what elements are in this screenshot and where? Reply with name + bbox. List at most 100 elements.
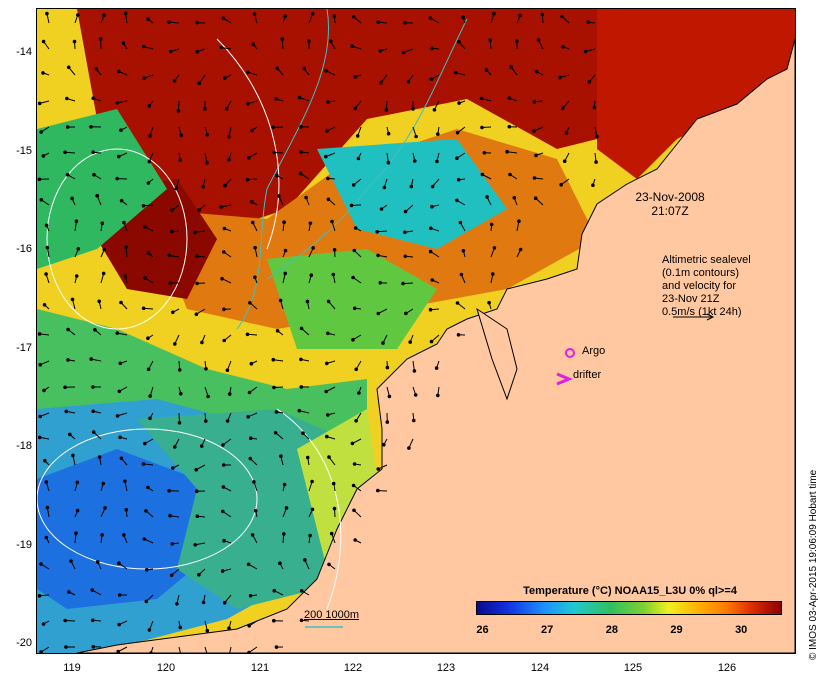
velocity-arrowhead (94, 67, 99, 71)
velocity-arrowhead (326, 176, 330, 181)
y-tick-label: -15 (16, 145, 32, 157)
velocity-arrowhead (179, 391, 183, 396)
velocity-arrowhead (199, 444, 204, 448)
velocity-arrowhead (378, 281, 383, 285)
velocity-arrowhead (272, 588, 277, 593)
velocity-arrowhead (356, 156, 361, 161)
velocity-arrowhead (436, 132, 440, 136)
velocity-arrowhead (195, 514, 200, 519)
velocity-arrowhead (376, 253, 380, 258)
velocity-arrowhead (65, 125, 70, 129)
velocity-arrowhead (280, 37, 284, 41)
velocity-arrowhead (227, 626, 231, 631)
x-tick-label: 124 (530, 662, 550, 674)
velocity-arrowhead (381, 341, 385, 345)
velocity-arrowhead (326, 197, 331, 202)
velocity-arrowhead (70, 196, 74, 201)
velocity-arrowhead (143, 276, 147, 280)
y-tick-label: -18 (16, 440, 32, 452)
velocity-arrowhead (168, 49, 173, 54)
sst-green-center (267, 249, 437, 349)
velocity-arrowhead (177, 421, 182, 425)
velocity-arrowhead (485, 195, 489, 199)
velocity-arrowhead (74, 531, 78, 536)
velocity-arrowhead (201, 184, 205, 189)
x-tick-label: 123 (436, 662, 456, 674)
velocity-arrowhead (271, 357, 276, 362)
velocity-arrowhead (225, 419, 230, 423)
velocity-arrowhead (455, 198, 459, 203)
velocity-arrowhead (457, 40, 461, 44)
velocity-arrowhead (456, 333, 461, 337)
velocity-arrowhead (432, 108, 437, 112)
velocity-arrowhead (325, 129, 329, 133)
velocity-arrowhead (352, 306, 357, 311)
velocity-arrowhead (412, 369, 417, 373)
bathymetry-line (236, 9, 329, 330)
velocity-arrowhead (171, 310, 175, 315)
velocity-arrowhead (97, 455, 102, 459)
velocity-arrowhead (219, 205, 224, 209)
velocity-arrow (204, 646, 208, 653)
velocity-arrowhead (403, 209, 408, 214)
velocity-arrowhead (90, 588, 95, 592)
velocity-arrowhead (98, 37, 103, 41)
velocity-arrowhead (332, 248, 337, 252)
velocity-arrowhead (413, 393, 418, 397)
velocity-arrowhead (93, 328, 97, 332)
velocity-arrowhead (64, 409, 69, 414)
x-tick-label: 125 (623, 662, 643, 674)
velocity-arrowhead (117, 389, 122, 394)
velocity-arrowhead (482, 151, 487, 155)
velocity-arrowhead (488, 38, 492, 42)
velocity-arrowhead (142, 224, 147, 229)
velocity-arrowhead (401, 50, 406, 55)
velocity-arrowhead (147, 159, 152, 164)
sst-green-band (37, 109, 167, 269)
velocity-arrowhead (247, 156, 251, 160)
velocity-arrowhead (68, 432, 72, 437)
velocity-arrowhead (272, 618, 276, 623)
velocity-arrowhead (122, 533, 126, 537)
velocity-arrowhead (246, 102, 250, 106)
velocity-arrowhead (219, 45, 224, 50)
velocity-arrowhead (357, 391, 361, 395)
velocity-arrowhead (115, 331, 120, 335)
velocity-arrowhead (453, 70, 458, 75)
velocity-arrowhead (330, 219, 334, 224)
velocity-arrowhead (532, 176, 537, 180)
velocity-arrowhead (115, 101, 120, 105)
velocity-arrowhead (272, 150, 276, 155)
velocity-arrowhead (349, 203, 354, 208)
velocity-arrowhead (176, 109, 181, 113)
velocity-arrowhead (100, 533, 104, 537)
velocity-arrowhead (41, 39, 46, 44)
velocity-arrowhead (353, 75, 358, 79)
velocity-arrowhead (327, 562, 331, 567)
velocity-arrowhead (324, 69, 328, 73)
velocity-arrowhead (326, 100, 330, 104)
velocity-arrowhead (116, 649, 120, 653)
velocity-arrowhead (492, 11, 496, 16)
velocity-arrowhead (76, 247, 81, 251)
velocity-arrowhead (167, 20, 171, 24)
velocity-arrowhead (404, 311, 408, 316)
argo-marker (565, 348, 575, 358)
sst-warm-northeast (597, 9, 795, 179)
velocity-arrowhead (91, 430, 96, 434)
velocity-arrowhead (332, 506, 337, 511)
velocity-arrowhead (170, 542, 175, 546)
velocity-arrowhead (385, 365, 390, 370)
velocity-arrowhead (117, 561, 121, 566)
velocity-arrowhead (203, 107, 207, 111)
velocity-arrowhead (124, 508, 129, 512)
altimetry-line: Altimetric sealevel (662, 254, 751, 266)
velocity-arrowhead (308, 533, 312, 538)
velocity-arrowhead (564, 131, 569, 135)
velocity-arrowhead (428, 249, 433, 254)
velocity-arrowhead (326, 413, 330, 417)
velocity-arrowhead (148, 394, 152, 398)
velocity-arrowhead (282, 220, 286, 224)
velocity-arrowhead (325, 434, 329, 439)
velocity-arrowhead (430, 46, 434, 51)
